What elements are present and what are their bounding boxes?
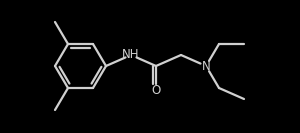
Text: O: O	[152, 84, 160, 97]
Text: NH: NH	[122, 49, 140, 61]
Text: N: N	[202, 59, 210, 72]
